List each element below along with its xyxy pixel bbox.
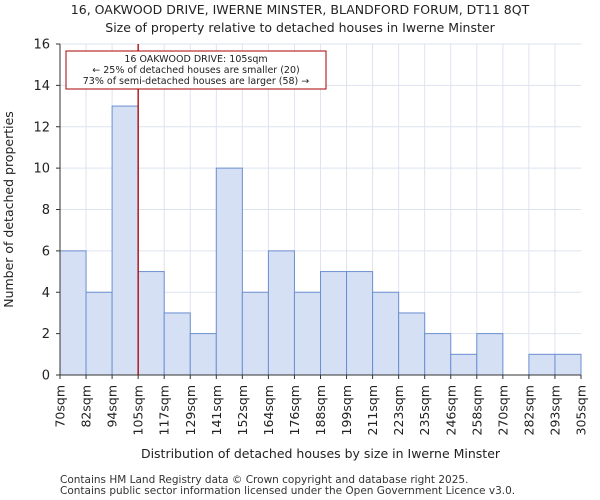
x-tick-label-5: 129sqm — [183, 385, 198, 435]
bar-246sqm — [450, 353, 478, 376]
x-tick-label-10: 188sqm — [313, 385, 328, 435]
x-tick-label-0: 70sqm — [53, 385, 68, 428]
bar-282sqm — [528, 353, 556, 376]
bar-82sqm — [85, 291, 113, 376]
y-tick-label-6: 12 — [33, 120, 50, 135]
y-tick-label-3: 6 — [42, 244, 50, 259]
bars — [59, 105, 582, 376]
y-tick-label-0: 0 — [42, 369, 50, 384]
bar-164sqm — [267, 250, 295, 376]
y-tick-label-5: 10 — [33, 162, 50, 177]
bar-293sqm — [554, 353, 582, 376]
annotation-border — [65, 50, 327, 90]
x-tick-label-2: 94sqm — [105, 385, 120, 428]
footer-line-2: Contains public sector information licen… — [60, 485, 516, 497]
y-tick-label-8: 16 — [33, 38, 50, 53]
x-tick-label-20: 305sqm — [574, 385, 589, 435]
x-tick-label-15: 246sqm — [443, 385, 458, 435]
annotation-line-1: 16 OAKWOOD DRIVE: 105sqm — [124, 54, 267, 65]
x-tick-label-6: 141sqm — [209, 385, 224, 435]
bar-235sqm — [424, 333, 452, 376]
y-tick-label-1: 2 — [42, 327, 50, 342]
x-tick-label-16: 258sqm — [469, 385, 484, 435]
x-tick-label-14: 235sqm — [417, 385, 432, 435]
y-tick-label-2: 4 — [42, 286, 50, 301]
x-tick-label-11: 199sqm — [339, 385, 354, 435]
x-tick-label-9: 176sqm — [287, 385, 302, 435]
bar-176sqm — [293, 291, 322, 376]
bar-94sqm — [111, 105, 139, 376]
x-tick-label-1: 82sqm — [79, 385, 94, 428]
x-tick-label-3: 105sqm — [131, 385, 146, 435]
bar-105sqm — [137, 271, 165, 376]
x-axis-label: Distribution of detached houses by size … — [141, 446, 501, 461]
x-tick-label-12: 211sqm — [365, 385, 380, 435]
x-tick-label-13: 223sqm — [391, 385, 406, 435]
bar-188sqm — [320, 271, 348, 376]
bar-258sqm — [476, 333, 504, 376]
y-tick-label-4: 8 — [42, 203, 50, 218]
bar-129sqm — [189, 333, 217, 376]
x-tick-labels: 70sqm 82sqm 94sqm 105sqm 117sqm 129sqm 141sqm 1… — [53, 375, 589, 435]
bar-117sqm — [163, 312, 191, 376]
annotation-box: 16 OAKWOOD DRIVE: 105sqm ← 25% of detach… — [65, 50, 327, 90]
bar-141sqm — [215, 167, 243, 376]
x-tick-label-8: 164sqm — [261, 385, 276, 435]
x-tick-label-18: 282sqm — [521, 385, 536, 435]
annotation-line-3: 73% of semi-detached houses are larger (… — [83, 76, 310, 87]
chart-subtitle: Size of property relative to detached ho… — [105, 20, 495, 35]
y-tick-label-7: 14 — [33, 79, 50, 94]
chart-title: 16, OAKWOOD DRIVE, IWERNE MINSTER, BLAND… — [70, 2, 530, 17]
bar-152sqm — [241, 291, 269, 376]
bar-199sqm — [346, 271, 374, 376]
footer-line-1: Contains HM Land Registry data © Crown c… — [60, 474, 469, 486]
x-tick-label-7: 152sqm — [235, 385, 250, 435]
bar-70sqm — [59, 250, 87, 376]
annotation-line-2: ← 25% of detached houses are smaller (20… — [92, 65, 299, 76]
x-tick-label-17: 270sqm — [495, 385, 510, 435]
y-axis-label: Number of detached properties — [1, 111, 16, 308]
bar-211sqm — [372, 291, 400, 376]
x-tick-label-4: 117sqm — [157, 385, 172, 435]
y-tick-labels: 0 2 4 6 8 10 12 14 16 — [33, 38, 60, 384]
x-tick-label-19: 293sqm — [547, 385, 562, 435]
bar-223sqm — [398, 312, 426, 376]
